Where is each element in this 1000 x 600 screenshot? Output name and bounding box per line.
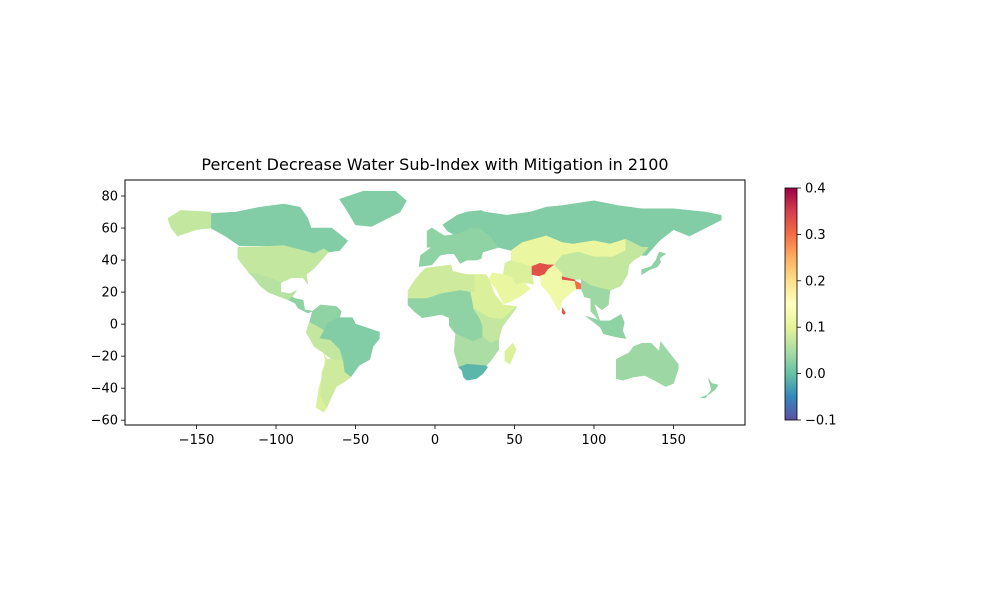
- y-tick-label: −40: [91, 382, 118, 397]
- colorbar-tick-label: 0.3: [805, 228, 826, 243]
- x-tick-label: −100: [258, 433, 294, 448]
- x-tick-label: −150: [179, 433, 215, 448]
- region-arabian-peninsula: [488, 272, 531, 304]
- region-central-america: [288, 296, 314, 314]
- colorbar-tick-label: 0.1: [805, 321, 826, 336]
- colorbar-axis: 0.4 0.3 0.2 0.1 0.0 −0.1: [797, 182, 837, 429]
- region-south-africa: [458, 363, 488, 381]
- y-axis: 80 60 40 20 0 −20 −40 −60: [91, 190, 125, 429]
- colorbar-tick-label: 0.0: [805, 367, 826, 382]
- region-southern-africa: [453, 333, 499, 368]
- y-tick-label: 40: [101, 254, 118, 269]
- x-tick-label: 100: [582, 433, 607, 448]
- region-sri-lanka: [561, 307, 566, 315]
- region-greenland: [339, 190, 407, 227]
- region-madagascar: [504, 342, 517, 365]
- y-tick-label: −60: [91, 414, 118, 429]
- region-mexico: [248, 272, 297, 301]
- region-canada: [210, 203, 349, 258]
- y-tick-label: −20: [91, 350, 118, 365]
- y-tick-label: 0: [110, 318, 118, 333]
- y-tick-label: 20: [101, 286, 118, 301]
- x-tick-label: 0: [431, 433, 439, 448]
- map-regions: [167, 190, 722, 413]
- region-japan: [641, 251, 667, 276]
- region-peru-bolivia: [305, 322, 344, 362]
- x-axis: −150 −100 −50 0 50 100 150: [179, 425, 686, 448]
- colorbar-tick-label: 0.2: [805, 274, 826, 289]
- colorbar-tick-label: 0.4: [805, 182, 826, 197]
- region-australia: [615, 340, 679, 387]
- y-tick-label: 60: [101, 222, 118, 237]
- map-title: Percent Decrease Water Sub-Index with Mi…: [201, 155, 668, 174]
- colorbar: [784, 187, 798, 421]
- region-china: [553, 238, 649, 291]
- x-tick-label: 150: [661, 433, 686, 448]
- y-tick-label: 80: [101, 190, 118, 205]
- region-east-africa: [472, 305, 517, 344]
- region-alaska: [167, 210, 212, 237]
- region-argentina: [320, 358, 352, 409]
- region-indonesia: [585, 314, 627, 339]
- region-new-zealand: [700, 378, 719, 399]
- colorbar-tick-label: −0.1: [805, 414, 837, 429]
- x-tick-label: −50: [342, 433, 369, 448]
- x-tick-label: 50: [506, 433, 523, 448]
